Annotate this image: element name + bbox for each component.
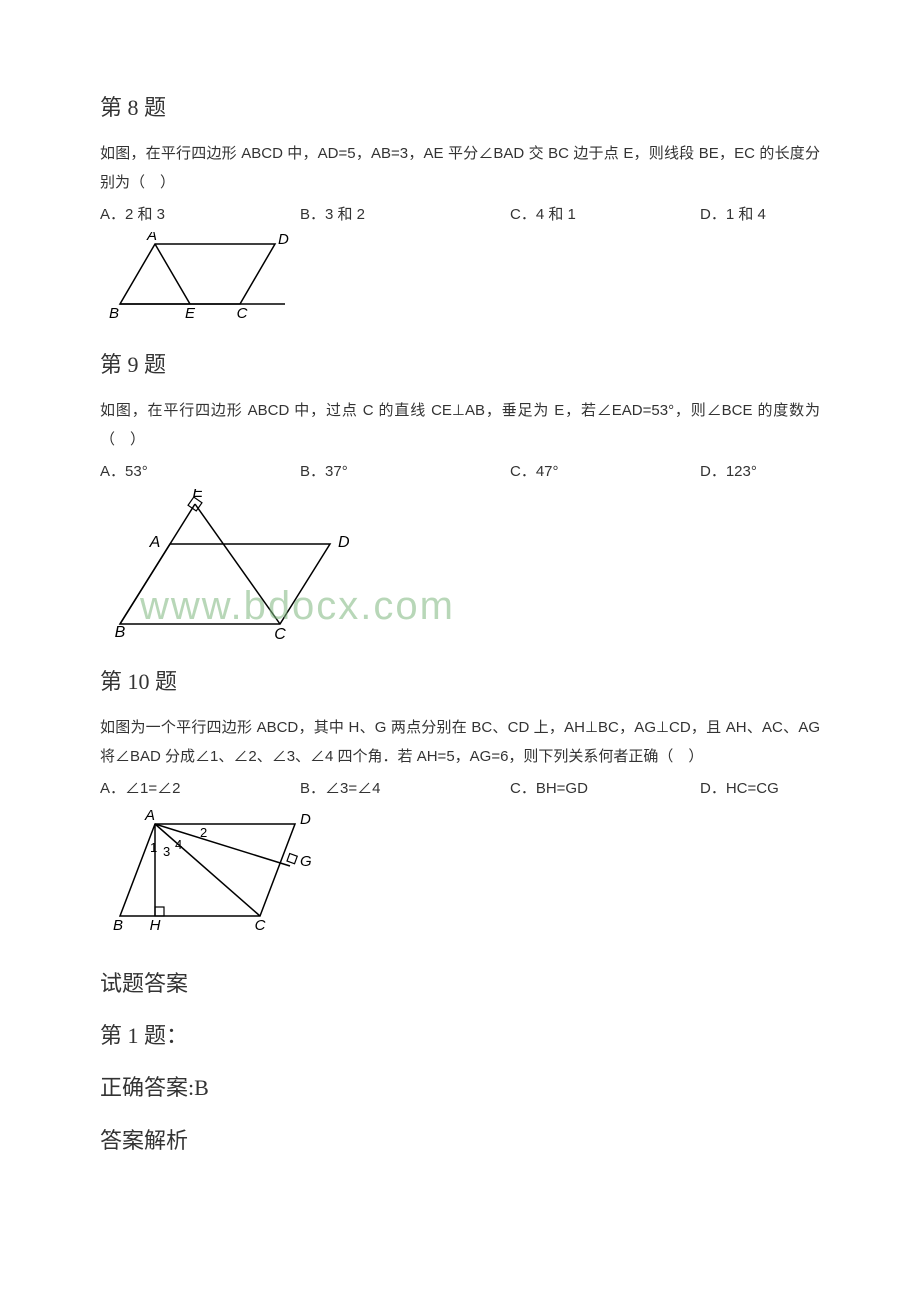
q9-label-C: C [274,626,286,639]
q8-option-c: C．4 和 1 [510,203,700,224]
q8-label-A: A [146,232,157,244]
q9-options: A．53° B．37° C．47° D．123° [100,460,820,481]
q10-options: A．∠1=∠2 B．∠3=∠4 C．BH=GD D．HC=CG [100,777,820,798]
q9-label-B: B [115,624,126,639]
q10-option-b: B．∠3=∠4 [300,777,510,798]
q10-angle-2: 2 [200,825,207,840]
q10-label-D: D [300,811,311,828]
q8-option-b: B．3 和 2 [300,203,510,224]
q10-option-d: D．HC=CG [700,777,850,798]
q9-body: 如图，在平行四边形 ABCD 中，过点 C 的直线 CE⊥AB，垂足为 E，若∠… [100,397,820,454]
q10-label-A: A [144,807,155,824]
q10-figure: A D C B H G 1 3 4 2 [100,806,820,941]
q9-option-b: B．37° [300,460,510,481]
q10-option-a: A．∠1=∠2 [100,777,300,798]
q8-title: 第 8 题 [100,90,820,122]
q9-figure: B C D A E www.bdocx.com [100,489,820,644]
q10-option-c: C．BH=GD [510,777,700,798]
answers-q1-label: 第 1 题： [100,1013,820,1059]
q10-angle-4: 4 [175,837,182,852]
q9-option-d: D．123° [700,460,850,481]
q8-options: A．2 和 3 B．3 和 2 C．4 和 1 D．1 和 4 [100,203,820,224]
q8-label-C: C [237,305,248,322]
q9-option-a: A．53° [100,460,300,481]
answers-section: 试题答案 第 1 题： 正确答案:B 答案解析 [100,961,820,1164]
q8-body: 如图，在平行四边形 ABCD 中，AD=5，AB=3，AE 平分∠BAD 交 B… [100,140,820,197]
q8-label-D: D [278,232,289,248]
q9-label-E: E [193,489,204,501]
answers-q1-answer: 正确答案:B [100,1065,820,1111]
q10-label-H: H [150,917,161,934]
q9-option-c: C．47° [510,460,700,481]
q9-title: 第 9 题 [100,347,820,379]
q9-label-A: A [149,534,161,551]
q9-label-D: D [338,534,350,551]
q8-label-E: E [185,305,196,322]
answers-explanation-label: 答案解析 [100,1118,820,1164]
q8-option-d: D．1 和 4 [700,203,850,224]
q10-body: 如图为一个平行四边形 ABCD，其中 H、G 两点分别在 BC、CD 上，AH⊥… [100,714,820,771]
answers-heading: 试题答案 [100,961,820,1007]
q10-angle-1: 1 [150,840,157,855]
q10-label-C: C [255,917,266,934]
q10-label-B: B [113,917,123,934]
q10-label-G: G [300,853,312,870]
q10-title: 第 10 题 [100,664,820,696]
q8-label-B: B [109,305,119,322]
q10-angle-3: 3 [163,844,170,859]
q8-figure: A D B E C [100,232,820,327]
q8-option-a: A．2 和 3 [100,203,300,224]
